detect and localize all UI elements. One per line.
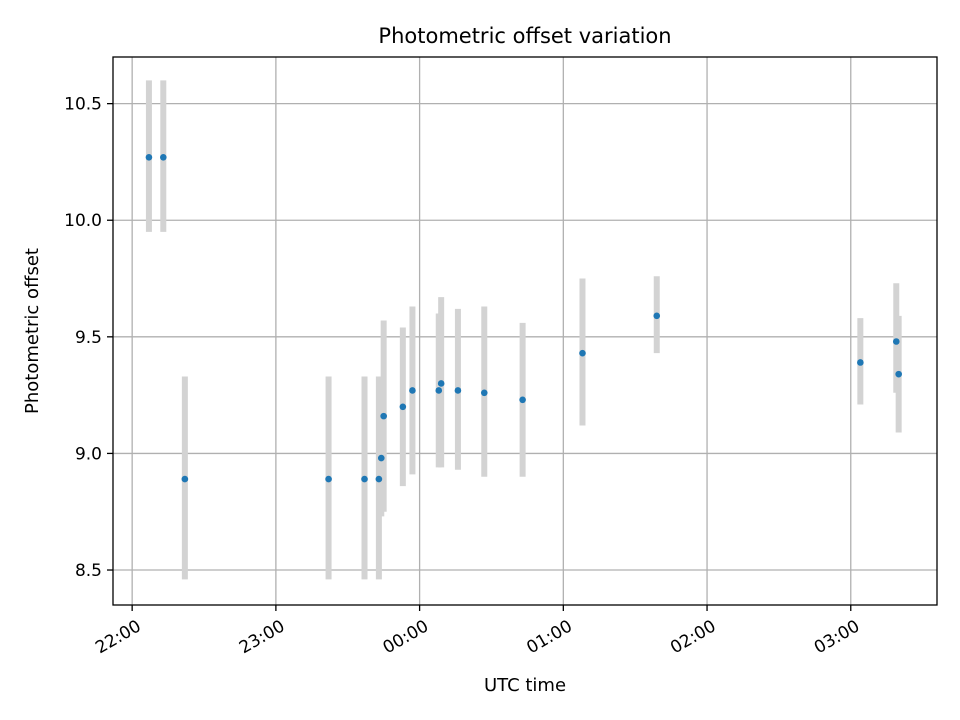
data-point <box>892 338 900 345</box>
x-tick-label: 01:00 <box>523 616 575 658</box>
data-point <box>579 349 586 357</box>
y-tick-label: 10.5 <box>64 95 102 115</box>
y-tick-label: 9.0 <box>75 444 102 464</box>
data-point <box>399 403 407 411</box>
data-points <box>145 153 902 483</box>
data-point <box>409 387 416 394</box>
error-bars <box>145 80 902 580</box>
x-tick-label: 02:00 <box>667 616 719 658</box>
y-tick-label: 10.0 <box>64 211 102 231</box>
plot-frame <box>112 56 938 606</box>
data-point <box>895 370 902 378</box>
x-axis-label: UTC time <box>484 675 566 696</box>
x-tick-label: 03:00 <box>811 616 863 658</box>
x-tick-label: 00:00 <box>380 616 432 658</box>
data-point <box>519 396 526 404</box>
data-point <box>325 475 332 483</box>
data-point <box>160 153 167 161</box>
data-point <box>375 475 383 483</box>
data-point <box>380 412 387 420</box>
y-tick-label: 9.5 <box>75 328 102 348</box>
data-point <box>437 380 445 387</box>
data-point <box>181 475 189 483</box>
chart-title: Photometric offset variation <box>378 24 671 48</box>
x-tick-label: 23:00 <box>236 616 288 658</box>
data-point <box>653 312 661 320</box>
data-point <box>435 387 443 394</box>
y-tick-label: 8.5 <box>75 561 102 581</box>
x-tick-label: 22:00 <box>92 616 144 658</box>
data-point <box>361 475 368 483</box>
data-point <box>145 153 153 161</box>
data-point <box>480 389 488 397</box>
y-axis-label: Photometric offset <box>22 248 43 414</box>
data-point <box>377 454 385 462</box>
data-point <box>857 359 864 366</box>
data-point <box>454 387 462 394</box>
